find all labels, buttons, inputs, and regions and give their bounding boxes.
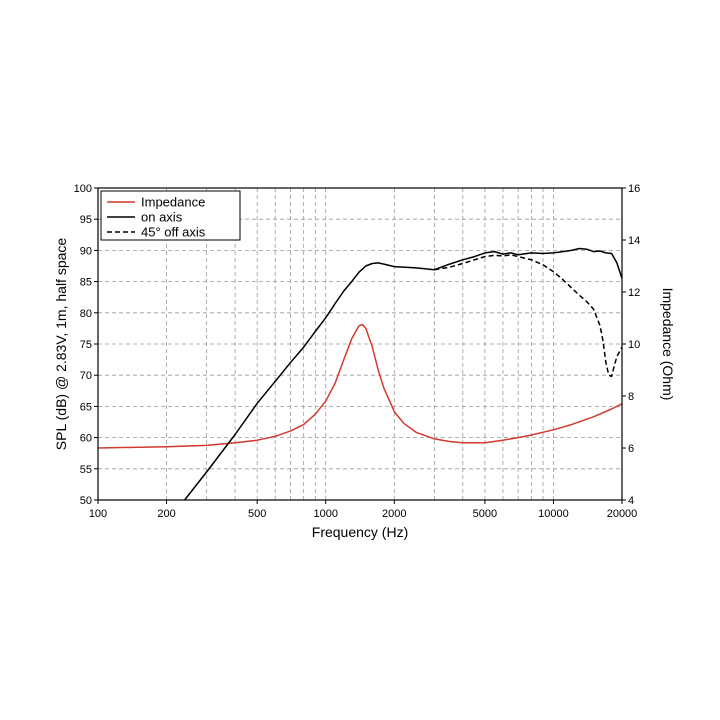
y-tick-label: 90: [80, 245, 92, 257]
x-tick-label: 200: [157, 508, 175, 520]
series-line-45-off-axis: [434, 254, 623, 378]
legend-label-off-axis: 45° off axis: [141, 225, 206, 240]
x-tick-label: 100: [89, 508, 107, 520]
y-tick-label: 65: [80, 401, 92, 413]
x-axis-label: Frequency (Hz): [312, 524, 408, 540]
y2-tick-label: 10: [628, 339, 640, 351]
y-tick-label: 80: [80, 308, 92, 320]
y-tick-label: 50: [80, 495, 92, 507]
grid-lines: [98, 188, 622, 500]
y2-tick-label: 6: [628, 443, 634, 455]
y-tick-label: 55: [80, 464, 92, 476]
y-tick-label: 85: [80, 277, 92, 289]
series-line-impedance: [97, 323, 623, 449]
y2-tick-label: 14: [628, 235, 640, 247]
y-tick-label: 100: [74, 183, 92, 195]
y2-tick-label: 16: [628, 183, 640, 195]
x-tick-label: 20000: [607, 508, 638, 520]
y2-tick-label: 12: [628, 287, 640, 299]
x-tick-label: 5000: [473, 508, 497, 520]
x-tick-label: 1000: [313, 508, 337, 520]
y-tick-label: 75: [80, 339, 92, 351]
y2-tick-label: 8: [628, 391, 634, 403]
y-axis-label: SPL (dB) @ 2.83V, 1m, half space: [53, 238, 69, 451]
y-tick-label: 95: [80, 214, 92, 226]
y2-tick-label: 4: [628, 495, 634, 507]
legend-label-on-axis: on axis: [141, 210, 183, 225]
y-tick-label: 60: [80, 433, 92, 445]
series-lines: [97, 247, 623, 501]
legend-label-impedance: Impedance: [141, 195, 205, 210]
y2-axis-label: Impedance (Ohm): [660, 288, 676, 401]
y-tick-label: 70: [80, 370, 92, 382]
x-tick-label: 10000: [538, 508, 569, 520]
series-line-on-axis: [184, 247, 623, 501]
axis-ticks: 100 200 500 1000 2000 5000 10000 20000 50 55 60 65 7…: [74, 183, 641, 520]
x-tick-label: 2000: [382, 508, 406, 520]
legend: Impedance on axis 45° off axis: [100, 190, 241, 241]
x-tick-label: 500: [248, 508, 266, 520]
